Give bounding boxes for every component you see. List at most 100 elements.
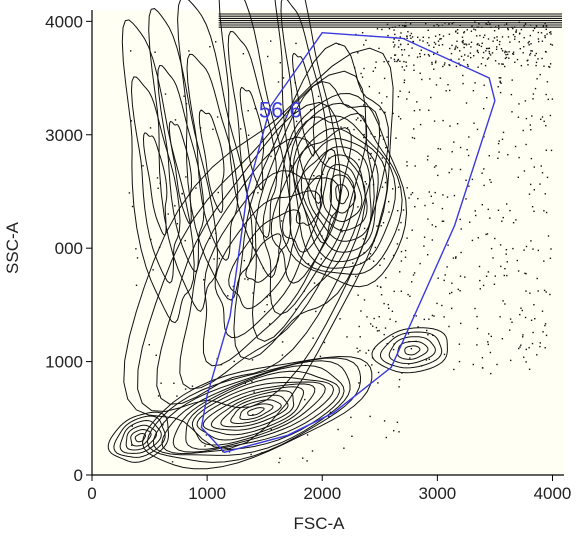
scatter-dot (489, 351, 492, 354)
scatter-dot (387, 34, 389, 37)
scatter-dot (543, 120, 545, 122)
scatter-dot (536, 78, 538, 80)
scatter-dot (522, 334, 524, 336)
scatter-dot (263, 310, 266, 313)
scatter-dot (398, 115, 400, 118)
scatter-dot (512, 27, 514, 30)
scatter-dot (551, 44, 554, 46)
scatter-dot (430, 96, 432, 99)
scatter-dot (496, 46, 498, 48)
scatter-dot (417, 326, 419, 328)
scatter-dot (518, 156, 520, 159)
y-tick-label: 1000 (45, 353, 83, 372)
scatter-dot (482, 57, 484, 59)
scatter-dot (489, 23, 491, 25)
scatter-dot (507, 28, 509, 31)
scatter-dot (459, 50, 461, 52)
scatter-dot (416, 101, 418, 103)
scatter-dot (365, 352, 367, 354)
scatter-dot (498, 140, 500, 142)
scatter-dot (487, 47, 489, 50)
scatter-dot (427, 254, 429, 256)
scatter-dot (459, 146, 462, 149)
scatter-dot (451, 168, 453, 170)
scatter-dot (455, 65, 458, 68)
scatter-dot (481, 357, 484, 359)
scatter-dot (268, 323, 271, 325)
scatter-dot (458, 360, 461, 363)
scatter-dot (355, 275, 357, 278)
scatter-dot (510, 93, 513, 96)
scatter-dot (427, 334, 429, 336)
scatter-dot (363, 136, 365, 139)
scatter-dot (399, 60, 401, 62)
scatter-dot (362, 238, 365, 240)
scatter-dot (473, 55, 475, 57)
scatter-dot (402, 209, 405, 211)
contour-monocytes (278, 92, 408, 288)
scatter-dot (504, 65, 506, 68)
scatter-dot (456, 46, 459, 49)
scatter-dot (529, 34, 531, 37)
scatter-dot (357, 206, 359, 208)
scatter-dot (516, 259, 518, 262)
contour-streak (239, 86, 265, 191)
scatter-dot (401, 372, 403, 374)
scatter-dot (539, 183, 541, 185)
scatter-dot (462, 42, 464, 44)
scatter-dot (530, 319, 533, 321)
scatter-dot (426, 42, 429, 44)
scatter-dot (288, 175, 290, 177)
scatter-dot (459, 275, 462, 277)
scatter-dot (528, 40, 530, 43)
scatter-dot (467, 154, 470, 157)
scatter-dot (242, 53, 245, 55)
scatter-dot (367, 349, 370, 352)
scatter-dot (470, 30, 473, 32)
scatter-dot (419, 55, 421, 58)
scatter-dot (500, 265, 502, 268)
scatter-dot (496, 39, 498, 41)
scatter-dot (537, 38, 540, 40)
scatter-dot (266, 296, 268, 298)
gate-polygon-group[interactable] (200, 31, 496, 454)
scatter-dot (426, 159, 429, 161)
scatter-dot (437, 147, 439, 150)
scatter-dot (509, 41, 511, 43)
scatter-dot (455, 256, 457, 258)
scatter-dot (383, 302, 385, 305)
scatter-dot (530, 183, 532, 186)
scatter-dot (413, 272, 416, 274)
scatter-dot (518, 103, 520, 105)
scatter-dot (426, 329, 428, 332)
scatter-dot (522, 336, 524, 338)
x-tick-label: 1000 (188, 484, 226, 503)
scatter-dot (406, 161, 408, 163)
scatter-dot (498, 77, 501, 79)
scatter-dot (439, 77, 442, 79)
scatter-dot (488, 155, 490, 157)
scatter-dot (392, 188, 394, 190)
scatter-dot (394, 60, 396, 63)
scatter-dot (393, 29, 395, 31)
scatter-dot (506, 51, 508, 53)
scatter-dot (471, 25, 473, 27)
scatter-dot (508, 57, 510, 59)
scatter-dot (477, 51, 479, 54)
scatter-dot (549, 257, 552, 259)
scatter-dot (505, 23, 508, 25)
scatter-dot (130, 120, 133, 122)
scatter-dot (427, 155, 429, 157)
scatter-dot (448, 33, 451, 35)
scatter-dot (406, 187, 408, 189)
gate-polygon (200, 31, 496, 454)
scatter-dot (485, 233, 487, 236)
scatter-dot (431, 63, 433, 65)
scatter-dot (512, 53, 515, 55)
scatter-dot (432, 202, 434, 204)
scatter-dot (185, 176, 187, 178)
scatter-dot (507, 154, 509, 156)
scatter-dot (400, 32, 402, 34)
scatter-dot (537, 58, 539, 60)
scatter-dot (471, 178, 474, 181)
